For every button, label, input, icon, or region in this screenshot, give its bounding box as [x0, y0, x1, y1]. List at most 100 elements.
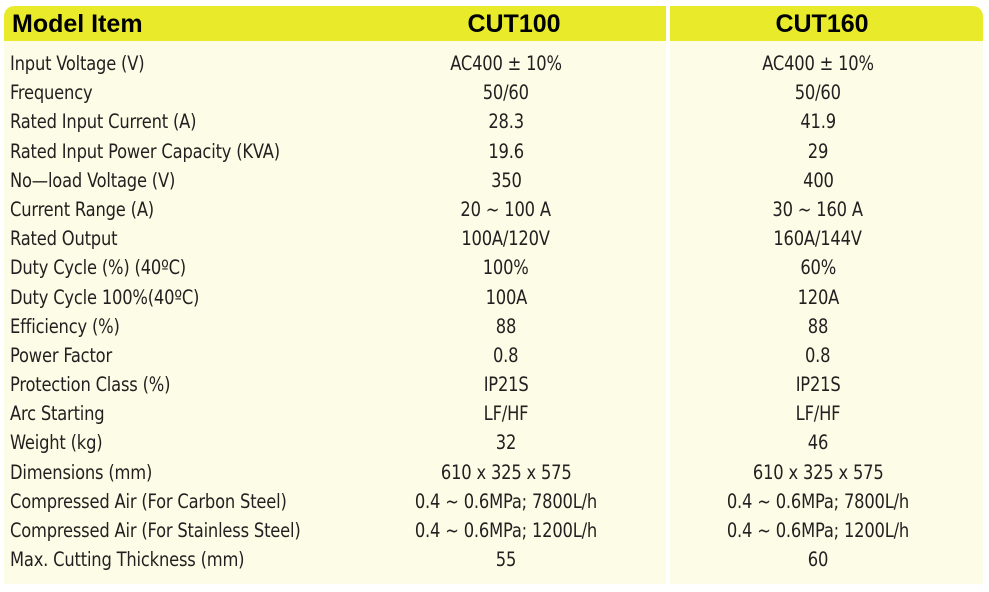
spec-table: Model Item CUT100 CUT160 Input Voltage (…: [4, 6, 983, 584]
table-row: Rated Input Power Capacity (KVA) 19.6 29: [4, 137, 983, 166]
table-row: Frequency 50/60 50/60: [4, 78, 983, 107]
cell-cut160: 60%: [668, 253, 968, 282]
cell-cut160: 46: [668, 428, 968, 457]
cell-value: AC400 ± 10%: [450, 52, 562, 75]
cell-cut160: 120A: [668, 283, 968, 312]
table-row: No—load Voltage (V) 350 400: [4, 166, 983, 195]
cell-value: 0.4 ~ 0.6MPa; 7800L/h: [414, 489, 598, 513]
cell-value: 88: [807, 314, 829, 338]
cell-value: 100A: [485, 285, 527, 309]
cell-cut100: 32: [356, 428, 656, 457]
cell-cut160: 88: [668, 312, 968, 341]
cell-cut160: IP21S: [668, 370, 968, 399]
cell-value: 160A/144V: [773, 227, 863, 251]
cell-value: 400: [802, 168, 834, 192]
cell-cut100: 19.6: [356, 137, 656, 166]
cell-cut100: AC400 ± 10%: [356, 49, 656, 78]
row-label: Weight (kg): [10, 431, 103, 455]
cell-cut160: 160A/144V: [668, 224, 968, 253]
cell-value: IP21S: [483, 373, 529, 397]
cell-cut160: AC400 ± 10%: [668, 49, 968, 78]
cell-value: 100%: [483, 256, 529, 280]
row-label: No—load Voltage (V): [10, 168, 176, 192]
cell-cut100: 0.4 ~ 0.6MPa; 7800L/h: [356, 487, 656, 516]
cell-value: 19.6: [488, 139, 524, 163]
cell-value: IP21S: [795, 373, 841, 397]
cell-cut160: 0.4 ~ 0.6MPa; 7800L/h: [668, 487, 968, 516]
cell-cut160: 29: [668, 137, 968, 166]
cell-value: 120A: [797, 285, 839, 309]
header-model-cut100: CUT100: [467, 10, 561, 38]
cell-cut100: 28.3: [356, 107, 656, 136]
cell-cut100: 610 x 325 x 575: [356, 458, 656, 487]
cell-value: 350: [490, 168, 522, 192]
cell-cut160: 50/60: [668, 78, 968, 107]
cell-value: 60%: [800, 256, 836, 280]
cell-value: 32: [495, 431, 517, 455]
cell-cut160: 60: [668, 545, 968, 574]
cell-cut100: 50/60: [356, 78, 656, 107]
cell-cut160: 0.8: [668, 341, 968, 370]
row-label: Duty Cycle (%) (40ºC): [10, 256, 187, 280]
cell-cut100: 100A: [356, 283, 656, 312]
row-label: Current Range (A): [10, 197, 154, 221]
table-row: Rated Input Current (A) 28.3 41.9: [4, 107, 983, 136]
table-body: Input Voltage (V) AC400 ± 10% AC400 ± 10% F…: [4, 49, 983, 574]
cell-cut100: 350: [356, 166, 656, 195]
cell-value: 610 x 325 x 575: [752, 460, 884, 484]
cell-value: 0.8: [493, 343, 519, 367]
cell-value: 55: [495, 548, 517, 572]
row-label: Dimensions (mm): [10, 460, 153, 484]
cell-value: 29: [807, 139, 829, 163]
table-header-row: Model Item CUT100 CUT160: [4, 6, 983, 41]
header-model-item: Model Item: [12, 10, 143, 38]
table-row: Input Voltage (V) AC400 ± 10% AC400 ± 10%: [4, 49, 983, 78]
cell-value: 60: [807, 548, 829, 572]
table-row: Weight (kg) 32 46: [4, 428, 983, 457]
table-row: Protection Class (%) IP21S IP21S: [4, 370, 983, 399]
row-label: Arc Starting: [10, 402, 105, 426]
cell-value: 46: [807, 431, 829, 455]
table-row: Max. Cutting Thickness (mm) 55 60: [4, 545, 983, 574]
row-label: Rated Input Power Capacity (KVA): [10, 139, 280, 163]
cell-cut100: 20 ~ 100 A: [356, 195, 656, 224]
row-label: Compressed Air (For Carbon Steel): [10, 489, 287, 513]
row-label: Rated Output: [10, 227, 118, 251]
row-label: Input Voltage (V): [10, 52, 145, 75]
cell-value: 88: [495, 314, 517, 338]
cell-value: 41.9: [800, 110, 836, 134]
cell-cut100: 100A/120V: [356, 224, 656, 253]
table-row: Arc Starting LF/HF LF/HF: [4, 399, 983, 428]
column-divider: [666, 6, 670, 584]
table-row: Rated Output 100A/120V 160A/144V: [4, 224, 983, 253]
row-label: Duty Cycle 100%(40ºC): [10, 285, 200, 309]
cell-cut160: 610 x 325 x 575: [668, 458, 968, 487]
cell-value: 0.4 ~ 0.6MPa; 1200L/h: [726, 519, 910, 542]
table-row: Efficiency (%) 88 88: [4, 312, 983, 341]
header-model-cut160: CUT160: [775, 10, 869, 38]
cell-cut100: 0.4 ~ 0.6MPa; 1200L/h: [356, 516, 656, 545]
cell-cut100: 88: [356, 312, 656, 341]
table-row: Duty Cycle (%) (40ºC) 100% 60%: [4, 253, 983, 282]
table-row: Compressed Air (For Carbon Steel) 0.4 ~ 0…: [4, 487, 983, 516]
row-label: Rated Input Current (A): [10, 110, 197, 134]
table-row: Compressed Air (For Stainless Steel) 0.4 …: [4, 516, 983, 545]
cell-value: 50/60: [482, 81, 530, 105]
row-label: Efficiency (%): [10, 314, 120, 338]
cell-cut160: 400: [668, 166, 968, 195]
cell-value: 28.3: [488, 110, 524, 134]
cell-cut160: 0.4 ~ 0.6MPa; 1200L/h: [668, 516, 968, 545]
cell-value: 0.4 ~ 0.6MPa; 1200L/h: [414, 519, 598, 542]
cell-cut160: LF/HF: [668, 399, 968, 428]
row-label: Protection Class (%): [10, 373, 171, 397]
table-row: Duty Cycle 100%(40ºC) 100A 120A: [4, 283, 983, 312]
cell-value: 610 x 325 x 575: [440, 460, 572, 484]
cell-cut100: 55: [356, 545, 656, 574]
row-label: Compressed Air (For Stainless Steel): [10, 519, 301, 542]
cell-value: 20 ~ 100 A: [460, 197, 552, 221]
cell-value: 50/60: [794, 81, 842, 105]
table-row: Dimensions (mm) 610 x 325 x 575 610 x 325 …: [4, 458, 983, 487]
cell-cut100: 0.8: [356, 341, 656, 370]
table-row: Power Factor 0.8 0.8: [4, 341, 983, 370]
cell-value: 0.8: [805, 343, 831, 367]
